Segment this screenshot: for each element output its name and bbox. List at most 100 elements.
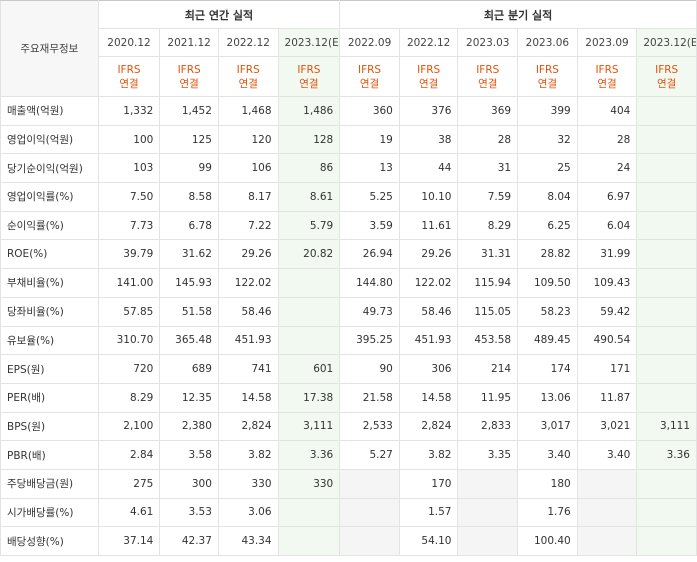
value-cell: 54.10 [398,526,459,556]
value-cell: 29.26 [398,239,459,270]
row-label: EPS(원) [0,354,99,384]
value-cell: 8.61 [277,182,341,212]
value-cell: 376 [398,96,459,126]
value-cell: 109.43 [576,268,638,298]
consolidated-label: 연결 [418,77,439,90]
period-header: 2021.12 [159,28,219,57]
value-cell: 44 [398,153,459,184]
value-cell [636,239,697,270]
table-row: 매출액(억원) 1,332 1,452 1,468 1,486 360 376 369 399 4… [0,96,697,126]
value-cell: 306 [398,354,459,384]
value-cell: 8.17 [217,182,279,212]
value-cell: 115.94 [457,268,519,298]
ifrs-label: IFRS [236,63,260,76]
value-cell: 399 [517,96,578,126]
value-cell: 11.61 [398,210,459,241]
row-label: 순이익률(%) [0,210,99,241]
row-label: 부채비율(%) [0,268,99,298]
value-cell: 24 [576,153,638,184]
value-cell: 28.82 [517,239,578,270]
value-cell: 17.38 [277,382,341,413]
value-cell [576,526,638,556]
table-row: BPS(원) 2,100 2,380 2,824 3,111 2,533 2,824 2,83… [0,411,697,442]
value-cell: 13 [339,153,400,184]
value-cell: 144.80 [339,268,400,298]
value-cell: 19 [339,124,400,155]
value-cell [277,296,341,327]
row-label: PER(배) [0,382,99,413]
value-cell: 6.25 [517,210,578,241]
value-cell [576,468,638,499]
value-cell: 2,100 [97,411,161,442]
value-cell: 29.26 [217,239,279,270]
value-cell [636,497,697,528]
accounting-standard-header: IFRS 연결 [398,56,459,97]
value-cell: 37.14 [97,526,161,556]
table-row: 부채비율(%) 141.00 145.93 122.02 144.80 122.02 115… [0,268,697,298]
row-label: 주당배당금(원) [0,468,99,499]
value-cell: 3.36 [636,440,697,470]
table-row: 당기순이익(억원) 103 99 106 86 13 44 31 25 24 [0,153,697,184]
value-cell [636,268,697,298]
value-cell: 106 [217,153,279,184]
value-cell: 11.87 [576,382,638,413]
value-cell: 32 [517,124,578,155]
value-cell: 57.85 [97,296,161,327]
value-cell: 2,380 [159,411,219,442]
ifrs-label: IFRS [595,63,619,76]
accounting-standard-header: IFRS 연결 [97,56,161,97]
value-cell [636,526,697,556]
value-cell: 58.23 [517,296,578,327]
value-cell: 2,824 [217,411,279,442]
value-cell: 1,452 [159,96,219,126]
value-cell: 103 [97,153,161,184]
table-row: 배당성향(%) 37.14 42.37 43.34 54.10 100.40 [0,526,697,556]
period-header: 2022.12 [217,28,279,57]
row-label: 시가배당률(%) [0,497,99,528]
value-cell: 120 [217,124,279,155]
value-cell: 3.59 [339,210,400,241]
table-row: 시가배당률(%) 4.61 3.53 3.06 1.57 1.76 [0,497,697,528]
value-cell: 300 [159,468,219,499]
value-cell: 14.58 [217,382,279,413]
value-cell: 741 [217,354,279,384]
period-header: 2023.09 [576,28,638,57]
value-cell: 365.48 [159,325,219,356]
value-cell [277,268,341,298]
value-cell: 100 [97,124,161,155]
ifrs-label: IFRS [177,63,201,76]
value-cell: 1,486 [277,96,341,126]
value-cell: 26.94 [339,239,400,270]
value-cell: 3,111 [277,411,341,442]
value-cell: 8.29 [457,210,519,241]
ifrs-label: IFRS [357,63,382,76]
value-cell [576,497,638,528]
value-cell: 3.40 [517,440,578,470]
value-cell: 451.93 [398,325,459,356]
period-header: 2020.12 [97,28,161,57]
ifrs-label: IFRS [417,63,441,76]
value-cell: 3.58 [159,440,219,470]
value-cell: 8.29 [97,382,161,413]
value-cell: 453.58 [457,325,519,356]
value-cell: 8.04 [517,182,578,212]
ifrs-label: IFRS [476,63,500,76]
consolidated-label: 연결 [238,77,258,90]
row-label: 영업이익(억원) [0,124,99,155]
value-cell [636,296,697,327]
value-cell: 109.50 [517,268,578,298]
consolidated-label: 연결 [299,77,319,90]
value-cell: 122.02 [398,268,459,298]
value-cell: 330 [217,468,279,499]
consolidated-label: 연결 [179,77,199,90]
consolidated-label: 연결 [597,77,617,90]
value-cell [457,468,519,499]
table-row: PBR(배) 2.84 3.58 3.82 3.36 5.27 3.82 3.35 3.40 3.… [0,440,697,470]
value-cell: 7.50 [97,182,161,212]
ifrs-label: IFRS [655,63,679,76]
value-cell: 5.25 [339,182,400,212]
value-cell: 43.34 [217,526,279,556]
accounting-standard-header: IFRS 연결 [339,56,400,97]
value-cell: 58.46 [398,296,459,327]
accounting-standard-header: IFRS 연결 [576,56,638,97]
